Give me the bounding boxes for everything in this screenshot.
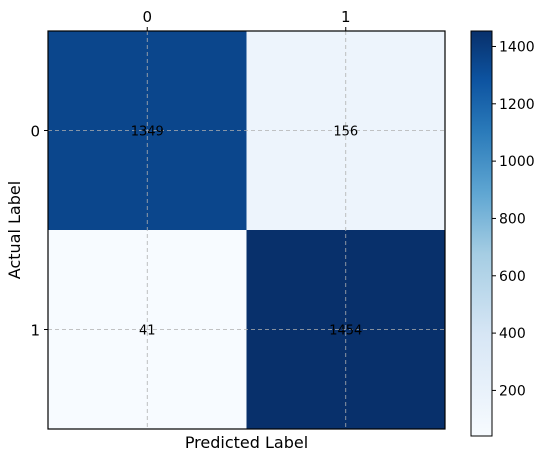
cell-value-label-0-0: 1349 — [131, 125, 164, 140]
colorbar-tick-label-2: 600 — [499, 269, 526, 285]
y-axis-label: Actual Label — [5, 181, 24, 279]
colorbar-tick-label-6: 1400 — [499, 39, 535, 55]
cell-value-label-1-1: 1454 — [329, 324, 362, 339]
colorbar-ticks: 200 400 600 800 1000 1200 1400 — [492, 39, 535, 399]
y-tick-label-1: 1 — [30, 322, 40, 340]
colorbar-tick-label-4: 1000 — [499, 154, 535, 170]
cell-value-label-1-0: 41 — [139, 324, 156, 339]
cell-value-label-0-1: 156 — [333, 125, 358, 140]
grid-lines — [48, 31, 445, 429]
colorbar-tick-label-3: 800 — [499, 211, 526, 227]
colorbar — [470, 30, 493, 437]
heatmap-cells — [48, 31, 445, 429]
x-tick-label-1: 1 — [341, 8, 351, 26]
colorbar-tick-label-0: 200 — [499, 383, 526, 399]
x-tick-label-0: 0 — [142, 8, 152, 26]
x-axis-label: Predicted Label — [185, 433, 308, 452]
plot-frame — [47, 30, 446, 430]
y-tick-label-0: 0 — [30, 123, 40, 141]
cell-value-labels: 1349 156 41 1454 — [131, 125, 363, 339]
y-tick-labels: 01 — [30, 123, 48, 340]
colorbar-tick-label-1: 400 — [499, 326, 526, 342]
colorbar-tick-label-5: 1200 — [499, 97, 535, 113]
